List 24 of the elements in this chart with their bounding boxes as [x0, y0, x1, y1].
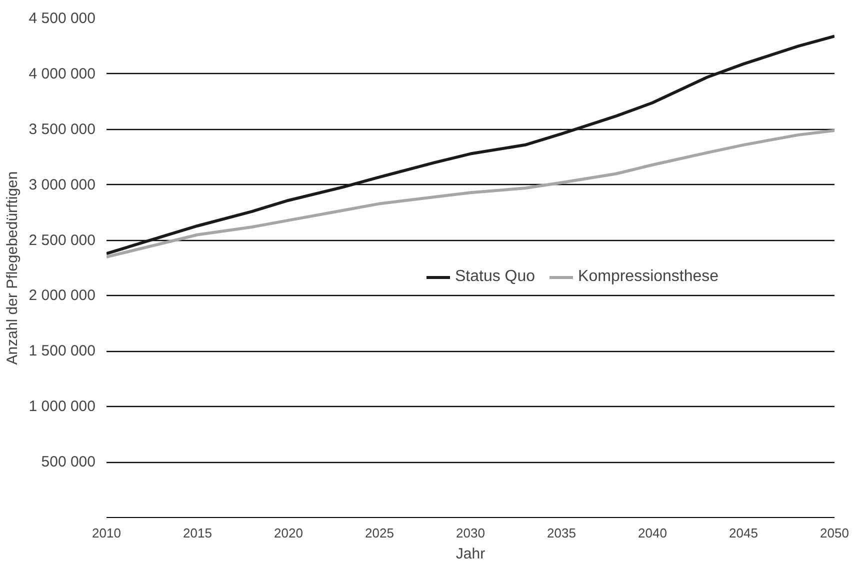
- line-series: [106, 129, 834, 258]
- y-tick-label: 2 500 000: [28, 232, 96, 249]
- x-tick-label: 2030: [456, 526, 485, 540]
- x-tick-label: 2015: [183, 526, 212, 540]
- x-tick-label: 2025: [365, 526, 394, 540]
- x-tick-label: 2050: [820, 526, 849, 540]
- y-tick-label: 2 000 000: [28, 287, 96, 304]
- y-tick-label: 1 000 000: [28, 398, 96, 416]
- y-tick-label: 500 000: [41, 454, 96, 471]
- x-axis-title: Jahr: [456, 546, 486, 562]
- y-tick-label: 3 500 000: [28, 120, 96, 138]
- x-tick-label: 2035: [547, 526, 576, 540]
- legend-label: Status Quo: [455, 268, 536, 286]
- x-tick-label: 2045: [729, 526, 758, 540]
- y-tick-label: 4 500 000: [28, 10, 96, 27]
- legend-label: Kompressionsthese: [578, 268, 719, 286]
- y-tick-label: 4 000 000: [28, 65, 96, 82]
- x-tick-label: 2010: [92, 526, 121, 540]
- x-tick-label: 2040: [638, 526, 667, 540]
- y-tick-label: 3 000 000: [28, 176, 96, 194]
- x-tick-label: 2020: [274, 526, 303, 540]
- y-axis-title: Anzahl der Pflegebedürftigen: [4, 171, 21, 365]
- y-tick-label: 1 500 000: [28, 342, 96, 360]
- line-series: [106, 34, 834, 256]
